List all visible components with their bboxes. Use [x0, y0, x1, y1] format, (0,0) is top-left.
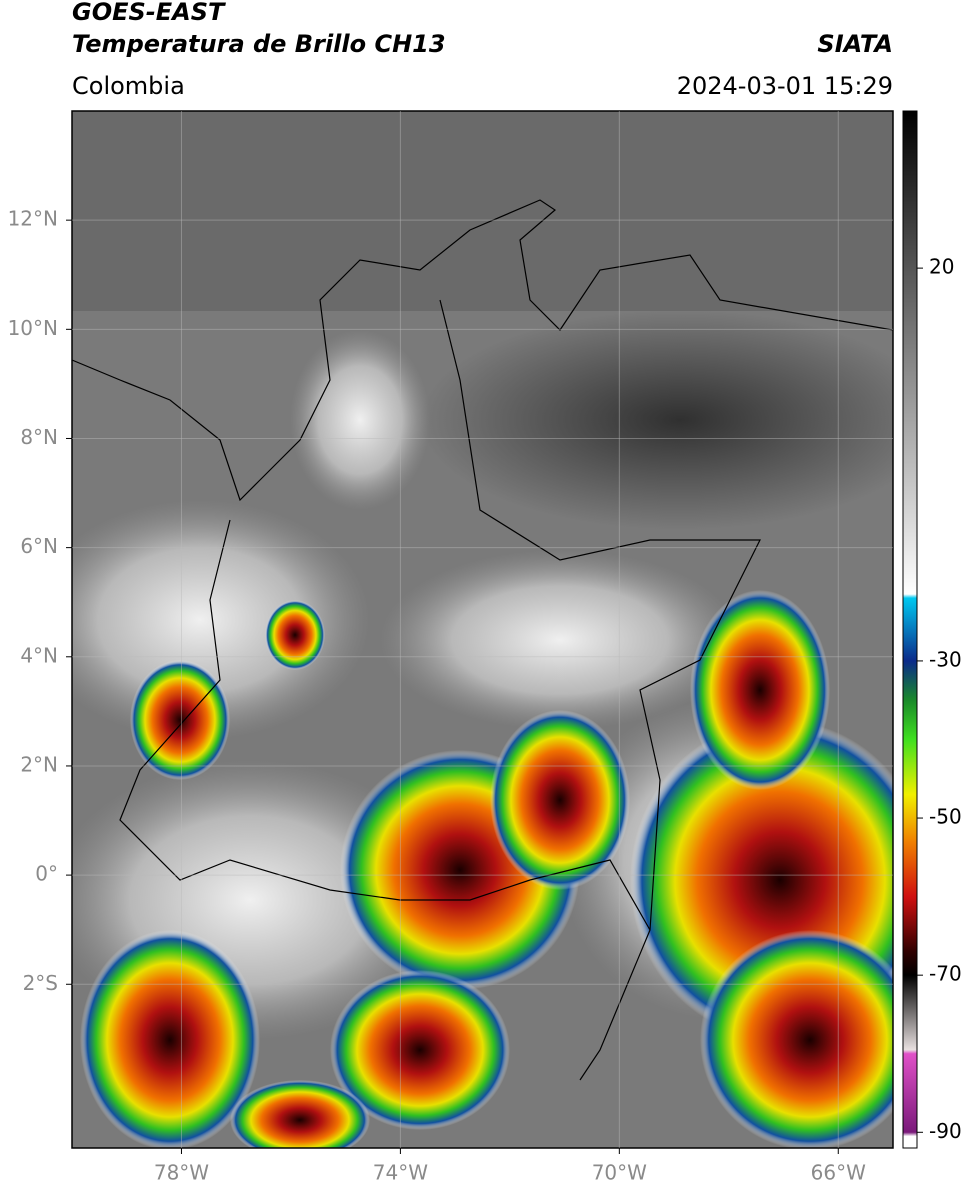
y-tick-label: 2°S — [23, 971, 58, 995]
colorbar-tick-label: -70 — [929, 962, 962, 986]
colorbar-tick-label: -50 — [929, 805, 962, 829]
colorbar-tick-label: 20 — [929, 255, 954, 279]
y-tick-label: 4°N — [20, 643, 58, 667]
colorbar — [902, 110, 918, 1149]
y-tick-label: 6°N — [20, 534, 58, 558]
y-tick-label: 12°N — [8, 207, 58, 231]
x-tick-label: 78°W — [154, 1161, 209, 1185]
subtitle: Temperatura de Brillo CH13 — [72, 30, 446, 58]
datetime: 2024-03-01 15:29 — [677, 72, 893, 100]
title: GOES-EAST — [72, 0, 226, 26]
y-tick-label: 10°N — [8, 316, 58, 340]
satellite-image — [72, 111, 893, 1148]
x-tick-label: 74°W — [373, 1161, 428, 1185]
colorbar-tick-label: -90 — [929, 1119, 962, 1143]
x-tick-label: 66°W — [811, 1161, 866, 1185]
source: SIATA — [817, 30, 893, 58]
region: Colombia — [72, 72, 185, 100]
y-tick-label: 8°N — [20, 425, 58, 449]
colorbar-tick-label: -30 — [929, 647, 962, 671]
y-tick-label: 2°N — [20, 752, 58, 776]
x-tick-label: 70°W — [592, 1161, 647, 1185]
plot-frame — [71, 110, 894, 1149]
y-tick-label: 0° — [35, 862, 58, 886]
